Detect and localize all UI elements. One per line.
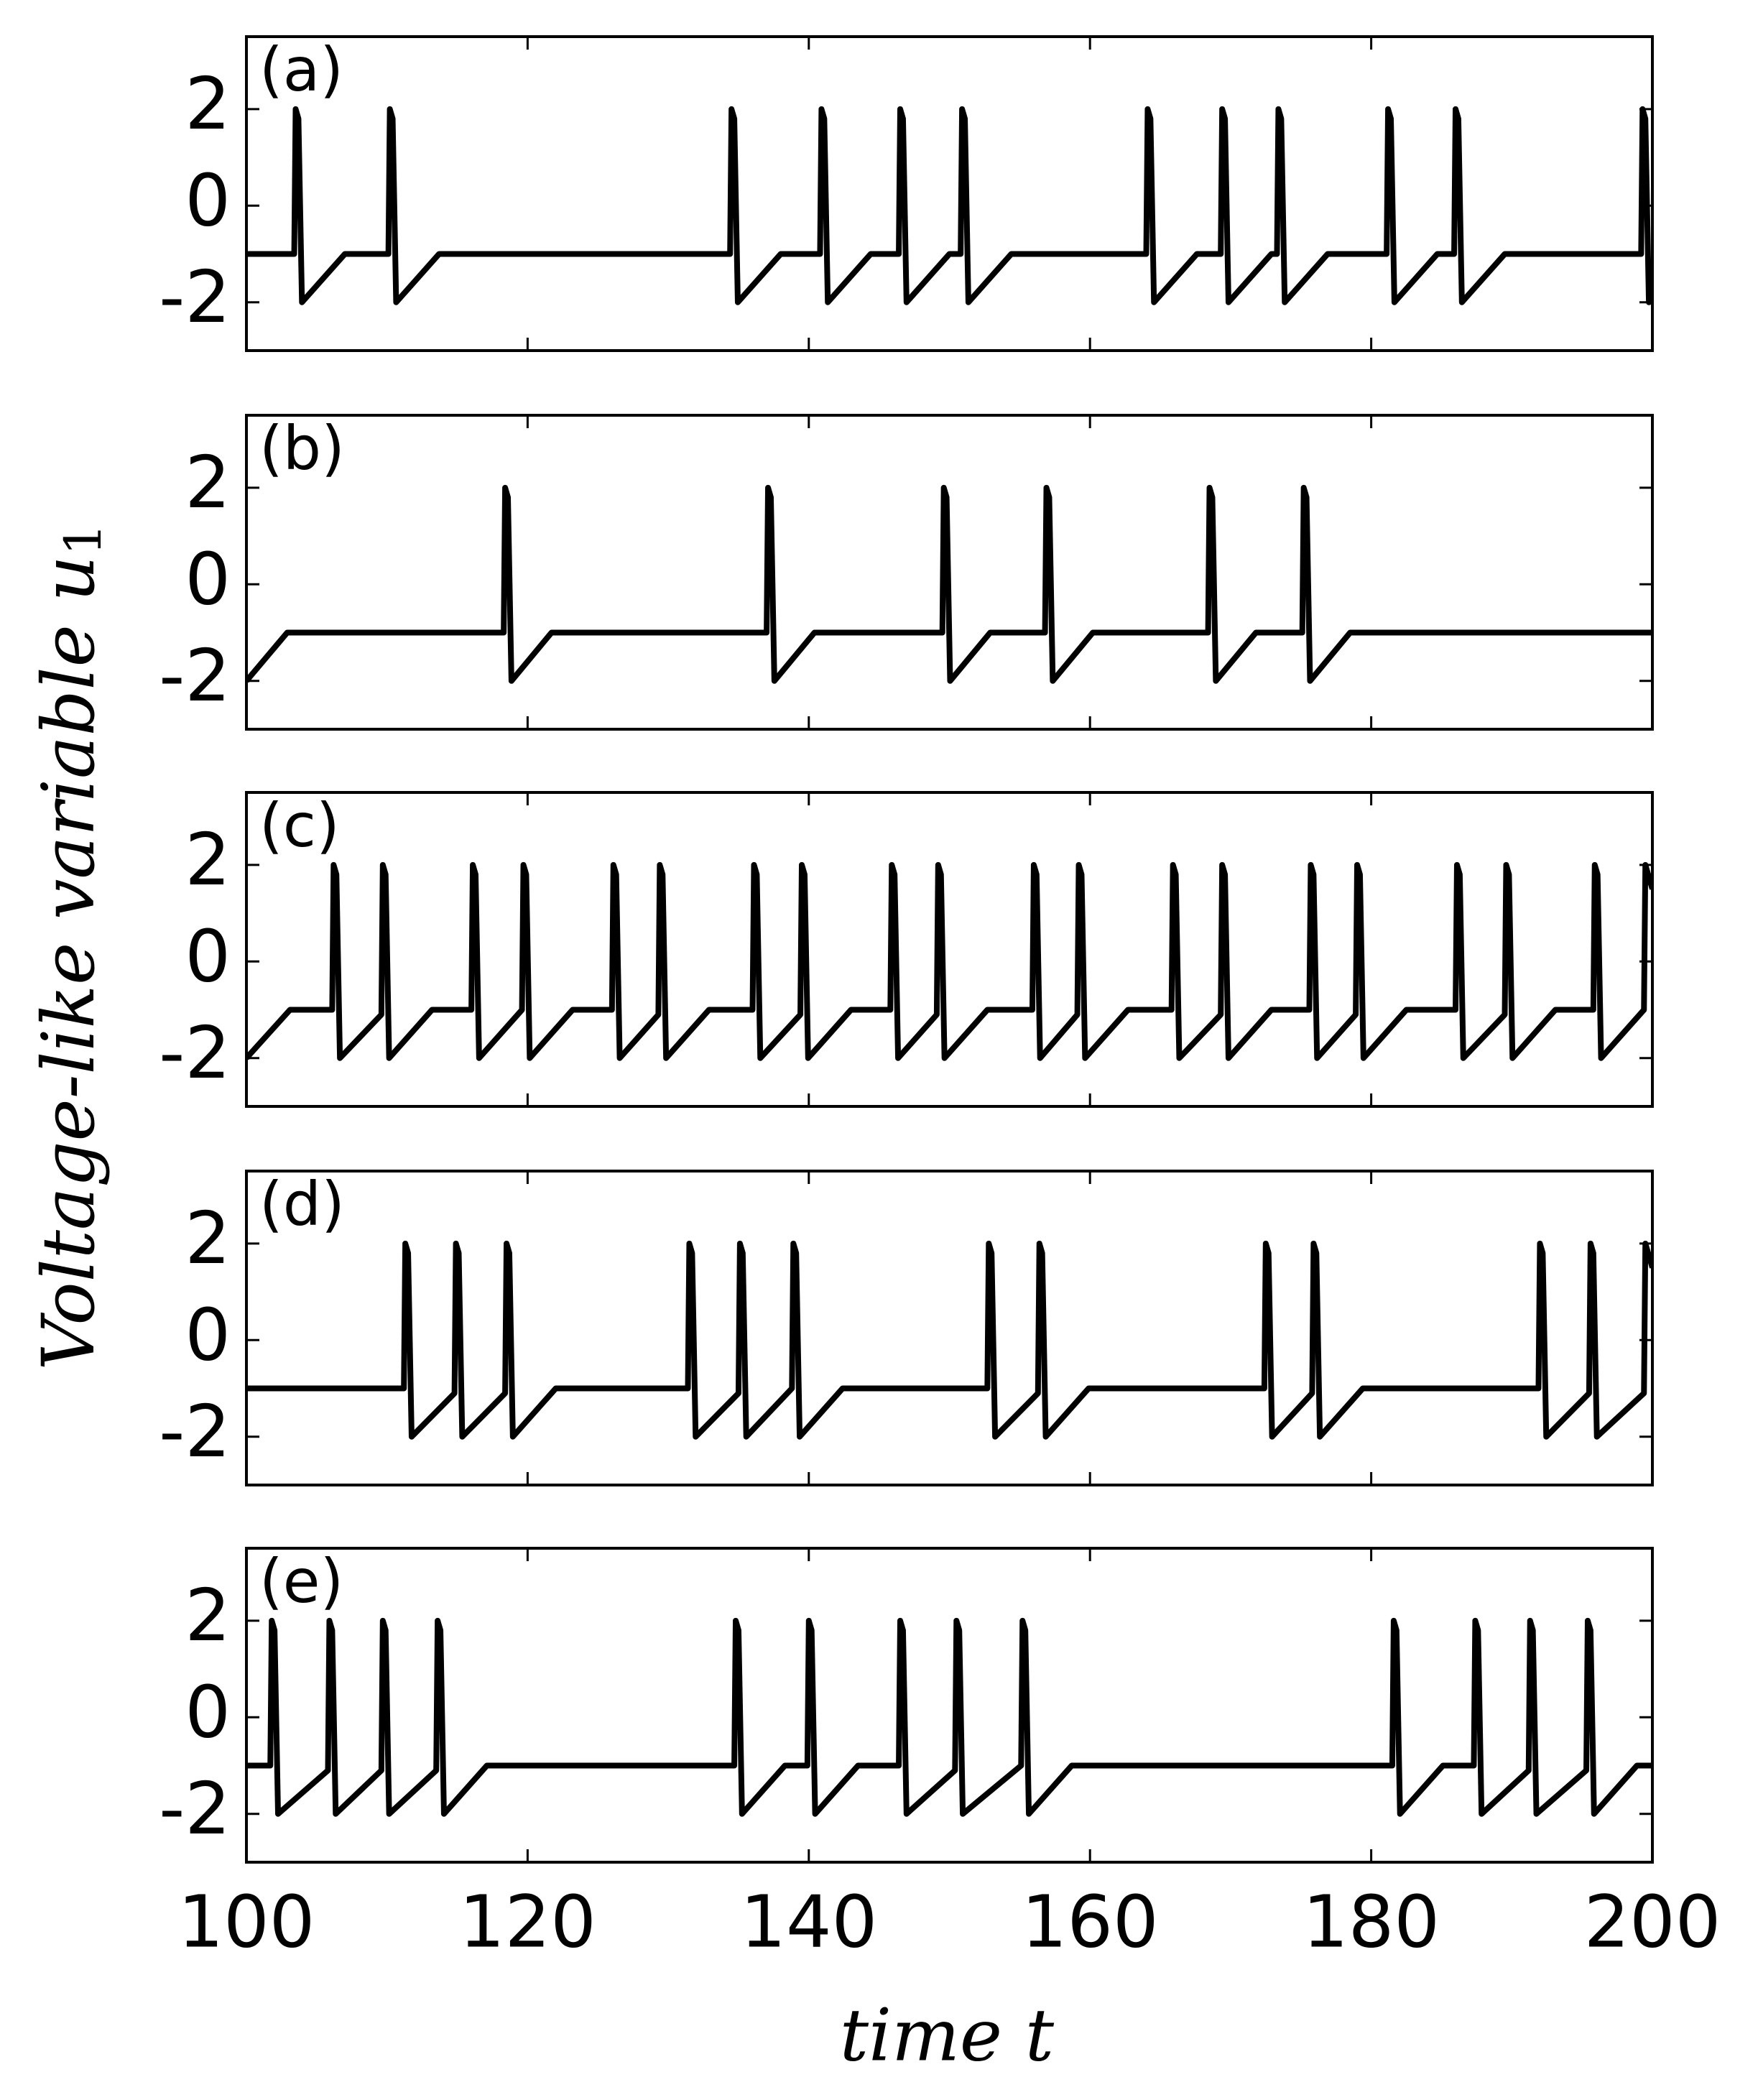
y-tick-label: 0 (185, 915, 231, 999)
trace (246, 861, 1652, 1061)
y-tick-label: 0 (185, 1293, 231, 1377)
plot-area (246, 484, 1652, 684)
y-tick-label: 2 (185, 1573, 231, 1657)
frame (245, 1170, 1654, 1486)
y-axis-label-main: Voltage-like variable u (27, 555, 111, 1370)
y-tick-label: -2 (159, 1767, 231, 1851)
y-tick-label: 2 (185, 440, 231, 524)
plot-area (246, 106, 1652, 305)
y-tick-label: 2 (185, 818, 231, 902)
trace (246, 484, 1652, 684)
plot-area (246, 1617, 1652, 1817)
panel-label: (b) (259, 413, 345, 484)
panel: -2 0 2 (d) (159, 1169, 1654, 1486)
panel: -2 0 2 100 120 140 160 180 200 (e) (159, 1546, 1721, 1963)
y-tick-label: -2 (159, 1389, 231, 1474)
trace (246, 106, 1652, 305)
x-tick-label: 200 (1584, 1879, 1721, 1963)
trace (246, 1617, 1652, 1817)
x-tick-label: 160 (1022, 1879, 1159, 1963)
y-tick-label: 2 (185, 1196, 231, 1280)
panel-label: (e) (259, 1546, 343, 1616)
frame (245, 1547, 1654, 1864)
trace (246, 1240, 1652, 1440)
x-tick-label: 120 (459, 1879, 596, 1963)
y-tick-label: -2 (159, 255, 231, 339)
y-axis-label: Voltage-like variable u1 (27, 524, 113, 1371)
plot-area (246, 1240, 1652, 1440)
y-tick-label: 0 (185, 1670, 231, 1754)
frame (245, 35, 1654, 352)
y-tick-label: -2 (159, 1011, 231, 1095)
y-tick-label: 0 (185, 159, 231, 243)
panel: -2 0 2 (c) (159, 790, 1654, 1108)
x-tick-label: 140 (740, 1879, 877, 1963)
panel-label: (d) (259, 1169, 345, 1239)
x-axis-label: time t (840, 1994, 1055, 2078)
frame (245, 414, 1654, 731)
x-tick-label: 100 (178, 1879, 315, 1963)
panel: -2 0 2 (b) (159, 413, 1654, 731)
y-axis-label-subscript: 1 (54, 524, 113, 556)
plot-area (246, 861, 1652, 1061)
panel: -2 0 2 (a) (159, 34, 1654, 352)
panel-label: (a) (259, 34, 343, 105)
y-tick-label: 2 (185, 62, 231, 146)
y-tick-label: 0 (185, 537, 231, 621)
y-tick-label: -2 (159, 634, 231, 718)
panel-label: (c) (259, 790, 340, 861)
x-tick-label: 180 (1303, 1879, 1440, 1963)
frame (245, 791, 1654, 1108)
